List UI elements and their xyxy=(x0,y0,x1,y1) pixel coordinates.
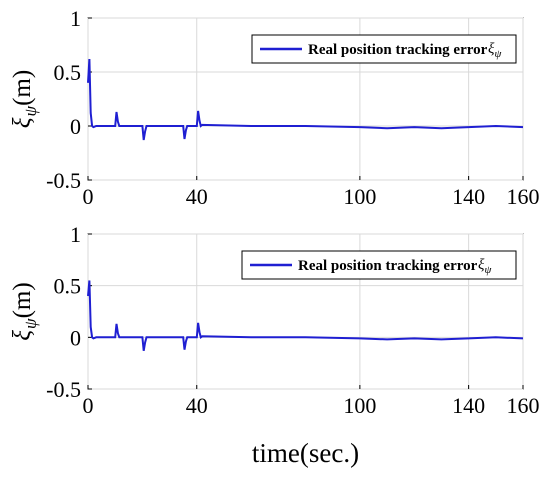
top-legend-label: Real position tracking error xyxy=(308,42,488,58)
bottom-x-axis-label: time(sec.) xyxy=(252,438,359,468)
top-y-tick-label-0: 1 xyxy=(70,6,81,31)
top-x-tick-label-0: 0 xyxy=(83,184,94,209)
bottom-legend-symbol: ξψ xyxy=(478,257,491,276)
bottom-y-tick-label-3: -0.5 xyxy=(46,377,81,402)
top-x-tick-label-1: 40 xyxy=(186,184,208,209)
top-y-axis-label: ξψ(m) xyxy=(9,70,40,128)
bottom-y-tick-label-1: 0.5 xyxy=(54,274,82,299)
bottom-series-line xyxy=(87,280,524,351)
bottom-y-ticks: 1 0.5 0 -0.5 xyxy=(46,222,92,402)
bottom-x-tick-label-3: 140 xyxy=(452,393,485,418)
top-grid xyxy=(87,17,524,181)
bottom-legend: Real position tracking error ξψ xyxy=(241,250,517,280)
top-y-tick-label-2: 0 xyxy=(70,114,81,139)
top-y-ticks: 1 0.5 0 -0.5 xyxy=(46,6,92,193)
top-chart-panel: 10.50-0.5 0 40 100 140 160 Real position tra… xyxy=(9,6,540,209)
bottom-x-tick-label-1: 40 xyxy=(186,393,208,418)
top-series-line xyxy=(87,58,524,141)
top-y-tick-label-1: 0.5 xyxy=(54,60,82,85)
bottom-y-tick-label-2: 0 xyxy=(70,325,81,350)
top-x-tick-label-3: 140 xyxy=(452,184,485,209)
top-legend-symbol: ξψ xyxy=(488,41,501,60)
bottom-legend-label: Real position tracking error xyxy=(298,258,478,274)
bottom-x-tick-label-2: 100 xyxy=(343,393,376,418)
top-legend: Real position tracking error ξψ xyxy=(251,34,517,64)
bottom-x-tick-label-0: 0 xyxy=(83,393,94,418)
bottom-chart-panel: 10.50-0.5 0 40 100 140 160 Real position tra… xyxy=(9,222,540,468)
top-y-tick-label-3: -0.5 xyxy=(46,168,81,193)
top-x-tick-label-2: 100 xyxy=(343,184,376,209)
bottom-y-tick-label-0: 1 xyxy=(70,222,81,247)
bottom-x-ticks: 0 40 100 140 160 xyxy=(83,385,540,418)
bottom-y-axis-label: ξψ(m) xyxy=(9,282,40,340)
top-x-ticks: 0 40 100 140 160 xyxy=(83,176,540,209)
top-x-tick-label-4: 160 xyxy=(507,184,540,209)
bottom-x-tick-label-4: 160 xyxy=(507,393,540,418)
